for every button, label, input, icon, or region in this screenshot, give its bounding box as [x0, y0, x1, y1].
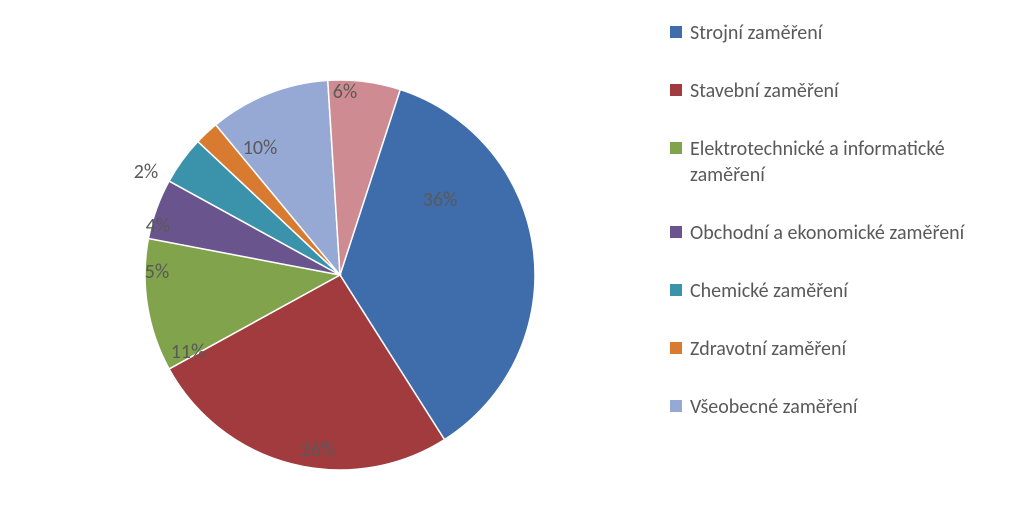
legend-item: Všeobecné zaměření — [670, 394, 1010, 420]
legend-label: Strojní zaměření — [690, 20, 822, 46]
slice-label: 6% — [333, 80, 357, 104]
legend-swatch — [670, 342, 682, 354]
legend-swatch — [670, 84, 682, 96]
slice-label: 5% — [145, 260, 169, 284]
legend-item: Strojní zaměření — [670, 20, 1010, 46]
legend-label: Všeobecné zaměření — [690, 394, 858, 420]
legend-label: Stavební zaměření — [690, 78, 839, 104]
legend-item: Stavební zaměření — [670, 78, 1010, 104]
legend: Strojní zaměření Stavební zaměření Elektro… — [670, 20, 1010, 452]
slice-label: 2% — [134, 160, 158, 184]
legend-swatch — [670, 142, 682, 154]
legend-item: Obchodní a ekonomické zaměření — [670, 220, 1010, 246]
legend-swatch — [670, 284, 682, 296]
slice-label: 4% — [146, 214, 170, 238]
pie-chart — [40, 30, 600, 480]
legend-label: Obchodní a ekonomické zaměření — [690, 220, 964, 246]
legend-item: Zdravotní zaměření — [670, 336, 1010, 362]
legend-label: Zdravotní zaměření — [690, 336, 846, 362]
legend-swatch — [670, 226, 682, 238]
slice-label: 26% — [301, 438, 336, 462]
legend-item: Chemické zaměření — [670, 278, 1010, 304]
slice-label: 10% — [243, 136, 278, 160]
slice-label: 11% — [171, 340, 206, 364]
chart-container: 36% 26% 11% 5% 4% 2% 10% 6% Strojní zaměření Sta… — [0, 0, 1024, 510]
slice-label: 36% — [423, 188, 458, 212]
legend-item: Elektrotechnické a informatickézaměření — [670, 136, 1010, 188]
pie-area: 36% 26% 11% 5% 4% 2% 10% 6% — [40, 30, 600, 480]
legend-label: Elektrotechnické a informatickézaměření — [690, 136, 945, 188]
legend-label: Chemické zaměření — [690, 278, 848, 304]
legend-swatch — [670, 400, 682, 412]
legend-swatch — [670, 26, 682, 38]
